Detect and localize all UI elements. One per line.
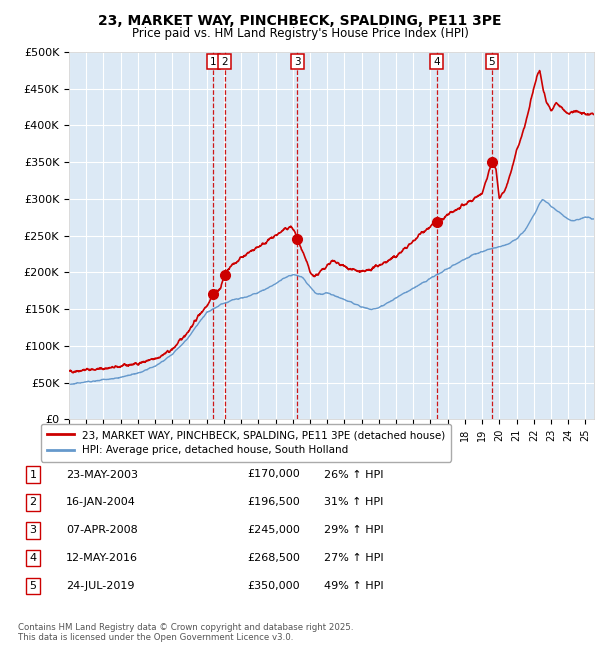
Text: 16-JAN-2004: 16-JAN-2004 bbox=[66, 497, 136, 508]
Text: 3: 3 bbox=[29, 525, 37, 536]
Text: 1: 1 bbox=[210, 57, 217, 66]
Text: 5: 5 bbox=[29, 581, 37, 592]
Text: 4: 4 bbox=[29, 553, 37, 564]
Text: £196,500: £196,500 bbox=[247, 497, 300, 508]
Text: 5: 5 bbox=[488, 57, 495, 66]
Text: 1: 1 bbox=[29, 469, 37, 480]
Text: 12-MAY-2016: 12-MAY-2016 bbox=[66, 553, 138, 564]
Text: 23, MARKET WAY, PINCHBECK, SPALDING, PE11 3PE: 23, MARKET WAY, PINCHBECK, SPALDING, PE1… bbox=[98, 14, 502, 29]
Text: 2: 2 bbox=[221, 57, 228, 66]
Text: 26% ↑ HPI: 26% ↑ HPI bbox=[324, 469, 383, 480]
Text: 07-APR-2008: 07-APR-2008 bbox=[66, 525, 138, 536]
Text: 27% ↑ HPI: 27% ↑ HPI bbox=[324, 553, 383, 564]
Text: 23-MAY-2003: 23-MAY-2003 bbox=[66, 469, 138, 480]
Text: 31% ↑ HPI: 31% ↑ HPI bbox=[324, 497, 383, 508]
Text: 4: 4 bbox=[433, 57, 440, 66]
Text: 49% ↑ HPI: 49% ↑ HPI bbox=[324, 581, 383, 592]
Text: 29% ↑ HPI: 29% ↑ HPI bbox=[324, 525, 383, 536]
Text: £268,500: £268,500 bbox=[247, 553, 300, 564]
Text: £350,000: £350,000 bbox=[247, 581, 300, 592]
Text: £170,000: £170,000 bbox=[247, 469, 300, 480]
Legend: 23, MARKET WAY, PINCHBECK, SPALDING, PE11 3PE (detached house), HPI: Average pri: 23, MARKET WAY, PINCHBECK, SPALDING, PE1… bbox=[41, 424, 451, 462]
Text: Price paid vs. HM Land Registry's House Price Index (HPI): Price paid vs. HM Land Registry's House … bbox=[131, 27, 469, 40]
Text: Contains HM Land Registry data © Crown copyright and database right 2025.
This d: Contains HM Land Registry data © Crown c… bbox=[18, 623, 353, 642]
Text: £245,000: £245,000 bbox=[247, 525, 300, 536]
Text: 24-JUL-2019: 24-JUL-2019 bbox=[66, 581, 134, 592]
Text: 3: 3 bbox=[294, 57, 301, 66]
Text: 2: 2 bbox=[29, 497, 37, 508]
